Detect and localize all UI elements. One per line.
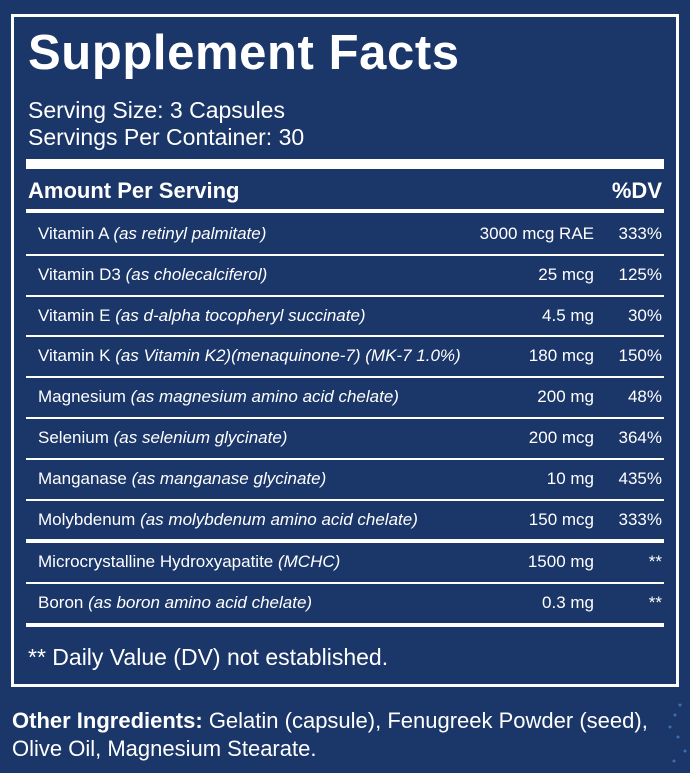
nutrient-label: Vitamin D3: [38, 264, 121, 284]
other-ingredients-label: Other Ingredients:: [12, 708, 203, 733]
nutrient-form: (as manganase glycinate): [131, 468, 327, 488]
nutrient-label: Selenium: [38, 428, 109, 447]
nutrient-form: (as cholecalciferol): [125, 264, 268, 284]
thick-divider: [26, 159, 664, 169]
nutrient-name: Selenium (as selenium glycinate): [38, 428, 287, 448]
nutrient-name: Manganase (as manganase glycinate): [38, 469, 326, 489]
nutrient-label: Vitamin A: [38, 224, 109, 243]
nutrient-form: (as molybdenum amino acid chelate): [140, 509, 418, 529]
nutrient-label: Molybdenum: [38, 509, 136, 529]
nutrient-row: Vitamin D3 (as cholecalciferol) 25 mcg 125…: [26, 257, 664, 297]
other-ingredients-text: Gelatin (capsule), Fenugreek Powder (see…: [12, 708, 648, 761]
nutrient-amount: 4.5 mg: [542, 305, 594, 325]
nutrient-label: Vitamin E: [38, 305, 111, 325]
other-ingredients: Other Ingredients: Gelatin (capsule), Fe…: [12, 707, 682, 763]
row-divider: [26, 457, 664, 460]
nutrient-label: Magnesium: [38, 387, 126, 407]
nutrient-form: (as d-alpha tocopheryl succinate): [115, 305, 366, 325]
nutrient-dv: **: [648, 552, 662, 572]
nutrient-amount: 150 mcg: [528, 509, 594, 529]
nutrient-name: Molybdenum (as molybdenum amino acid che…: [38, 510, 418, 530]
nutrient-dv: 435%: [618, 468, 662, 488]
row-divider: [26, 582, 664, 585]
decorative-dots: [668, 703, 687, 763]
nutrient-amount: 0.3 mg: [542, 593, 594, 613]
nutrient-amount: 25 mcg: [538, 264, 594, 284]
nutrient-name: Vitamin K (as Vitamin K2)(menaquinone-7)…: [38, 346, 461, 366]
nutrient-dv: 48%: [627, 387, 662, 407]
nutrient-form: (as retinyl palmitate): [113, 224, 267, 243]
nutrient-amount: 180 mcg: [528, 346, 594, 366]
nutrient-label: Vitamin K: [38, 346, 111, 366]
nutrient-dv: 364%: [618, 428, 662, 447]
row-divider: [26, 376, 664, 379]
nutrient-amount: 1500 mg: [527, 552, 594, 572]
nutrient-row: Manganase (as manganase glycinate) 10 mg 4…: [26, 461, 664, 501]
row-divider: [26, 335, 664, 338]
nutrient-name: Microcrystalline Hydroxyapatite (MCHC): [38, 552, 340, 572]
nutrient-name: Vitamin E (as d-alpha tocopheryl succina…: [38, 306, 366, 326]
nutrient-label: Microcrystalline Hydroxyapatite: [38, 552, 274, 572]
nutrient-label: Manganase: [38, 468, 127, 488]
nutrient-dv: 333%: [618, 509, 662, 529]
serving-size: Serving Size: 3 Capsules: [28, 97, 285, 123]
nutrient-amount: 10 mg: [546, 468, 594, 488]
panel-title: Supplement Facts: [28, 26, 460, 80]
nutrient-row: Magnesium (as magnesium amino acid chela…: [26, 379, 664, 419]
nutrient-form: (as boron amino acid chelate): [88, 593, 313, 613]
row-divider: [26, 294, 664, 297]
header-divider: [26, 209, 664, 213]
nutrient-row: Vitamin E (as d-alpha tocopheryl succina…: [26, 298, 664, 338]
nutrient-dv: 30%: [627, 305, 662, 325]
row-divider: [26, 623, 664, 627]
servings-per-container: Servings Per Container: 30: [28, 124, 305, 150]
nutrient-dv: 333%: [618, 224, 662, 243]
nutrient-amount: 200 mcg: [528, 428, 594, 447]
nutrient-row: Microcrystalline Hydroxyapatite (MCHC) 15…: [26, 544, 664, 584]
nutrient-row: Boron (as boron amino acid chelate) 0.3 m…: [26, 585, 664, 625]
nutrient-row: Vitamin K (as Vitamin K2)(menaquinone-7)…: [26, 338, 664, 378]
nutrient-name: Magnesium (as magnesium amino acid chela…: [38, 387, 399, 407]
amount-per-serving-header: Amount Per Serving: [28, 178, 240, 203]
supplement-facts-panel: Supplement Facts Serving Size: 3 Capsule…: [11, 14, 679, 687]
nutrient-name: Vitamin D3 (as cholecalciferol): [38, 265, 267, 285]
row-divider: [26, 539, 664, 544]
row-divider: [26, 253, 664, 256]
nutrient-dv: **: [648, 593, 662, 613]
row-divider: [26, 417, 664, 419]
nutrient-form: (as magnesium amino acid chelate): [130, 387, 399, 407]
nutrient-name: Boron (as boron amino acid chelate): [38, 593, 312, 613]
nutrient-amount: 200 mg: [537, 387, 594, 407]
nutrient-row: Selenium (as selenium glycinate) 200 mcg 3…: [26, 420, 664, 460]
nutrient-form: (as Vitamin K2)(menaquinone-7) (MK-7 1.0…: [115, 346, 461, 366]
nutrient-name: Vitamin A (as retinyl palmitate): [38, 224, 266, 244]
nutrient-amount: 3000 mcg RAE: [479, 224, 594, 243]
footnote: ** Daily Value (DV) not established.: [28, 644, 389, 670]
nutrient-form: (as selenium glycinate): [113, 428, 288, 447]
nutrient-row: Molybdenum (as molybdenum amino acid che…: [26, 502, 664, 542]
nutrient-label: Boron: [38, 593, 84, 613]
dv-header: %DV: [611, 178, 662, 203]
nutrient-form: (MCHC): [277, 552, 341, 572]
nutrient-dv: 150%: [618, 346, 662, 366]
nutrient-row: Vitamin A (as retinyl palmitate) 3000 mcg…: [26, 216, 664, 256]
row-divider: [26, 498, 664, 501]
nutrient-dv: 125%: [618, 264, 662, 284]
